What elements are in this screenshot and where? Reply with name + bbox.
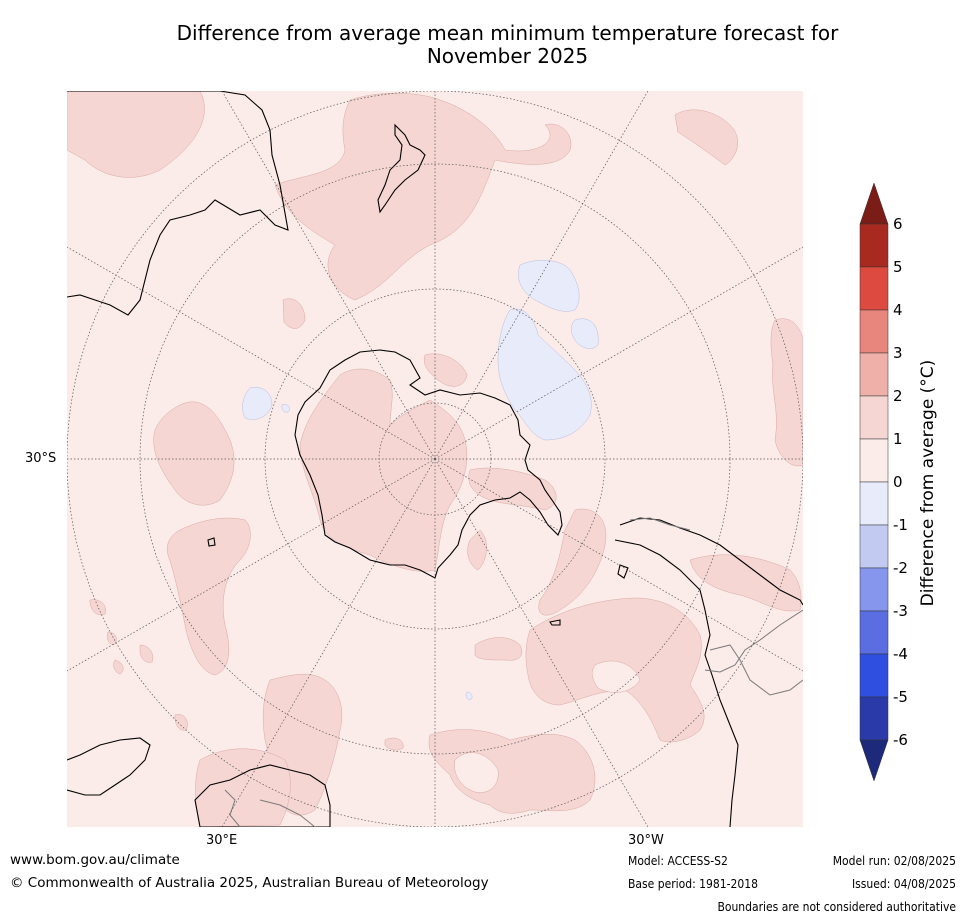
colorbar-tick-5: 5: [893, 258, 903, 276]
latitude-label-30s: 30°S: [25, 451, 57, 466]
colorbar-tick-minus2: -2: [893, 559, 908, 577]
colorbar-bin-4-to-5: [859, 266, 889, 311]
colorbar-bin-0-to-1: [859, 438, 889, 483]
map-title-line-1: Difference from average mean minimum tem…: [176, 21, 839, 45]
colorbar-label: Difference from average (°C): [918, 359, 938, 607]
colorbar-bin-5-to-6: [859, 223, 889, 268]
colorbar-bin-3-to-4: [859, 309, 889, 354]
colorbar-tick-3: 3: [893, 344, 903, 362]
colorbar-bin-minus3-to-minus2: [859, 567, 889, 612]
colorbar-bin-minus4-to-minus3: [859, 610, 889, 655]
longitude-label-30e: 30°E: [206, 833, 238, 848]
model-name: Model: ACCESS-S2: [628, 854, 728, 868]
colorbar-tick-4: 4: [893, 301, 903, 319]
boundary-disclaimer: Boundaries are not considered authoritat…: [717, 900, 956, 914]
colorbar-tick-0: 0: [893, 473, 903, 491]
colorbar-bin-minus1-to-0: [859, 481, 889, 526]
country-boundaries: [224, 517, 803, 827]
colorbar-upper-arrow: [859, 182, 889, 225]
colorbar-tick-minus4: -4: [893, 645, 908, 663]
colorbar-bin-minus5-to-minus4: [859, 653, 889, 698]
base-period: Base period: 1981-2018: [628, 877, 759, 891]
anomaly-minus1-to-0-regions: [242, 260, 599, 701]
graticule: [67, 91, 803, 827]
colorbar-tick-minus5: -5: [893, 688, 908, 706]
colorbar-tick-1: 1: [893, 430, 903, 448]
colorbar: [859, 182, 889, 782]
colorbar-lower-arrow: [859, 739, 889, 782]
website-link[interactable]: www.bom.gov.au/climate: [10, 852, 180, 868]
colorbar-tick-2: 2: [893, 387, 903, 405]
colorbar-bin-minus6-to-minus5: [859, 696, 889, 741]
colorbar-tick-6: 6: [893, 215, 903, 233]
colorbar-bin-1-to-2: [859, 395, 889, 440]
colorbar-tick-minus6: -6: [893, 731, 908, 749]
colorbar-bin-2-to-3: [859, 352, 889, 397]
map-title-line-2: November 2025: [426, 44, 589, 68]
longitude-label-30w: 30°W: [628, 833, 664, 848]
copyright-text: © Commonwealth of Australia 2025, Austra…: [10, 875, 489, 891]
anomaly-0-to-1-holes: [454, 660, 641, 793]
colorbar-tick-minus1: -1: [893, 516, 908, 534]
map-panel: [67, 91, 803, 827]
colorbar-bin-minus2-to-minus1: [859, 524, 889, 569]
issued-date: Issued: 04/08/2025: [851, 877, 956, 891]
model-run-date: Model run: 02/08/2025: [832, 854, 956, 868]
colorbar-tick-minus3: -3: [893, 602, 908, 620]
